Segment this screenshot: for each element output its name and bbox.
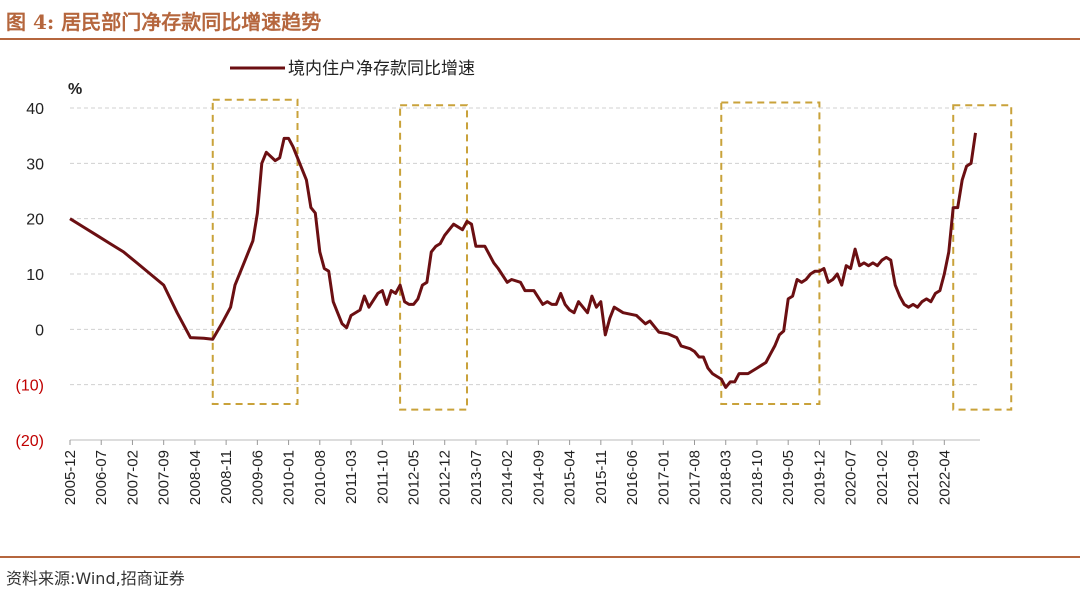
figure-title: 图 4: 居民部门净存款同比增速趋势 [6, 10, 322, 34]
y-axis: 40 30 20 10 0 (10) (20)% [16, 81, 83, 450]
x-tick-label: 2012-05 [405, 450, 422, 505]
legend-label: 境内住户净存款同比增速 [288, 59, 475, 79]
x-tick-label: 2022-04 [936, 450, 953, 505]
highlight-box [399, 104, 469, 411]
x-tick-label: 2005-12 [62, 450, 79, 505]
series-group [69, 132, 977, 389]
line-chart: 40 30 20 10 0 (10) (20)% 2005-12 2006-07 2007-02… [16, 59, 1013, 505]
x-tick-label: 2010-08 [312, 450, 329, 505]
highlight-box [211, 98, 299, 406]
x-tick-label: 2016-06 [624, 450, 641, 505]
x-tick-label: 2019-12 [811, 450, 828, 505]
x-tick-label: 2015-04 [562, 450, 579, 505]
x-tick-label: 2018-03 [718, 450, 735, 505]
series-line [69, 132, 977, 389]
x-tick-label: 2021-09 [905, 450, 922, 505]
x-tick-label: 2020-07 [843, 450, 860, 505]
x-tick-label: 2010-01 [281, 450, 298, 505]
highlight-boxes [211, 98, 1013, 411]
legend: 境内住户净存款同比增速 [230, 59, 475, 79]
x-tick-label: 2014-02 [499, 450, 516, 505]
x-tick-label: 2017-08 [687, 450, 704, 505]
x-tick-label: 2007-02 [124, 450, 141, 505]
title-underline [0, 38, 1080, 40]
y-axis-label: % [68, 81, 82, 98]
grid-lines [70, 107, 980, 441]
y-tick-label: (10) [16, 378, 44, 395]
x-tick-label: 2014-09 [530, 450, 547, 505]
footer-rule [0, 556, 1080, 558]
y-tick-label: 40 [26, 101, 44, 118]
x-tick-label: 2013-07 [468, 450, 485, 505]
x-tick-label: 2011-03 [343, 450, 360, 504]
y-tick-label: 20 [26, 212, 44, 229]
x-tick-label: 2009-06 [249, 450, 266, 505]
x-tick-label: 2019-05 [780, 450, 797, 505]
y-tick-label: (20) [16, 433, 44, 450]
x-tick-label: 2008-11 [218, 450, 235, 504]
highlight-box [952, 104, 1013, 411]
x-tick-label: 2017-01 [655, 450, 672, 505]
x-tick-label: 2015-11 [593, 450, 610, 504]
x-tick-label: 2021-02 [874, 450, 891, 505]
x-tick-label: 2012-12 [437, 450, 454, 505]
y-tick-label: 30 [26, 156, 44, 173]
y-tick-label: 10 [26, 267, 44, 284]
x-tick-label: 2011-10 [374, 450, 391, 504]
highlight-box [720, 101, 821, 406]
x-axis: 2005-12 2006-07 2007-02 2007-09 2008-04 2008-… [62, 440, 953, 505]
x-tick-label: 2008-04 [187, 450, 204, 505]
x-tick-label: 2007-09 [156, 450, 173, 505]
x-tick-label: 2018-10 [749, 450, 766, 505]
x-tick-label: 2006-07 [93, 450, 110, 505]
y-tick-label: 0 [35, 322, 44, 339]
source-note: 资料来源:Wind,招商证券 [6, 569, 185, 588]
